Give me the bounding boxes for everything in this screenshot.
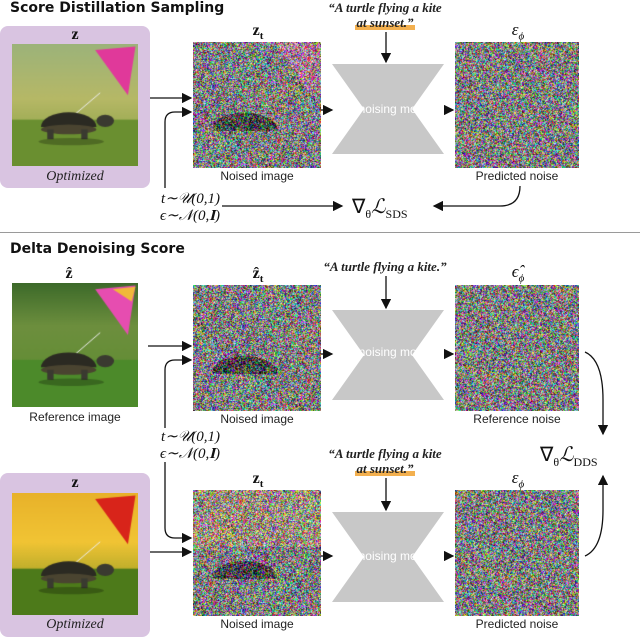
dds-zhat-t-label: ẑt bbox=[252, 265, 264, 286]
sds-prompt: “A turtle flying a kite at sunset.” bbox=[328, 0, 442, 30]
sds-arrow-pred-to-loss bbox=[432, 185, 521, 212]
dds-arrow-noise-to-ref-noised bbox=[164, 354, 193, 428]
dds-optimized-image bbox=[12, 493, 138, 615]
dds-loss: ∇θℒDDS bbox=[540, 444, 598, 469]
dds-noised-image bbox=[193, 490, 321, 616]
dds-zt-label: zt bbox=[252, 470, 264, 491]
dds-arrow-pred-to-loss bbox=[584, 474, 609, 557]
dds-eps-label: εϕ bbox=[511, 468, 525, 491]
dds-t-dist: t∼𝒰(0,1) bbox=[161, 429, 220, 445]
sds-zt-label: zt bbox=[252, 22, 264, 43]
sds-model-label: Denoising model bbox=[343, 102, 433, 116]
dds-predicted-noise-image bbox=[455, 490, 579, 616]
sds-predicted-caption: Predicted noise bbox=[475, 169, 559, 183]
dds-reference-caption: Reference image bbox=[29, 410, 121, 424]
dds-model-label: Denoising model bbox=[343, 549, 433, 563]
dds-eps-dist: ϵ∼𝒩(0,𝐈) bbox=[159, 446, 220, 462]
sds-arrow-noise-to-noised bbox=[164, 106, 193, 188]
dds-prompt-highlight: at sunset.” bbox=[355, 461, 415, 476]
dds-predicted-caption: Predicted noise bbox=[475, 617, 559, 631]
dds-noised-caption: Noised image bbox=[220, 617, 294, 631]
dds-z-label: z bbox=[71, 474, 79, 491]
dds-section-title: Delta Denoising Score bbox=[10, 241, 185, 257]
dds-model-shape bbox=[332, 512, 444, 602]
section-divider bbox=[0, 232, 640, 233]
sds-noised-image bbox=[193, 42, 321, 168]
dds-ref-model-label: Denoising model bbox=[343, 345, 433, 359]
sds-denoising-model bbox=[332, 64, 444, 154]
dds-ref-noised-image bbox=[193, 285, 321, 411]
sds-prompt-highlight: at sunset.” bbox=[355, 15, 415, 30]
sds-optimized-image bbox=[12, 44, 138, 166]
dds-ref-model-shape bbox=[332, 310, 444, 400]
dds-denoising-model bbox=[332, 512, 444, 602]
dds-ref-prompt: “A turtle flying a kite.” bbox=[323, 259, 447, 274]
dds-ref-denoising-model bbox=[332, 310, 444, 400]
sds-z-label: z bbox=[71, 26, 79, 43]
dds-reference-image bbox=[12, 283, 138, 407]
sds-eps-dist: ϵ∼𝒩(0,𝐈) bbox=[159, 208, 220, 224]
sds-model-shape bbox=[332, 64, 444, 154]
sds-loss: ∇θℒSDS bbox=[352, 196, 408, 221]
sds-predicted-noise-image bbox=[455, 42, 579, 168]
sds-t-dist: t∼𝒰(0,1) bbox=[161, 191, 220, 207]
dds-ref-noised-caption: Noised image bbox=[220, 412, 294, 426]
sds-section-title: Score Distillation Sampling bbox=[10, 0, 225, 16]
dds-epshat-label: ϵ̂ϕ bbox=[511, 262, 525, 285]
dds-arrow-noise-to-noised bbox=[164, 462, 193, 544]
sds-eps-label: εϕ bbox=[511, 20, 525, 43]
dds-optimized-caption: Optimized bbox=[46, 617, 104, 632]
dds-zhat-label: ẑ bbox=[65, 265, 73, 282]
dds-reference-noise-caption: Reference noise bbox=[473, 412, 561, 426]
sds-optimized-caption: Optimized bbox=[46, 169, 104, 184]
dds-prompt: “A turtle flying a kite at sunset.” bbox=[328, 446, 442, 476]
dds-reference-noise-image bbox=[455, 285, 579, 411]
sds-noised-caption: Noised image bbox=[220, 169, 294, 183]
